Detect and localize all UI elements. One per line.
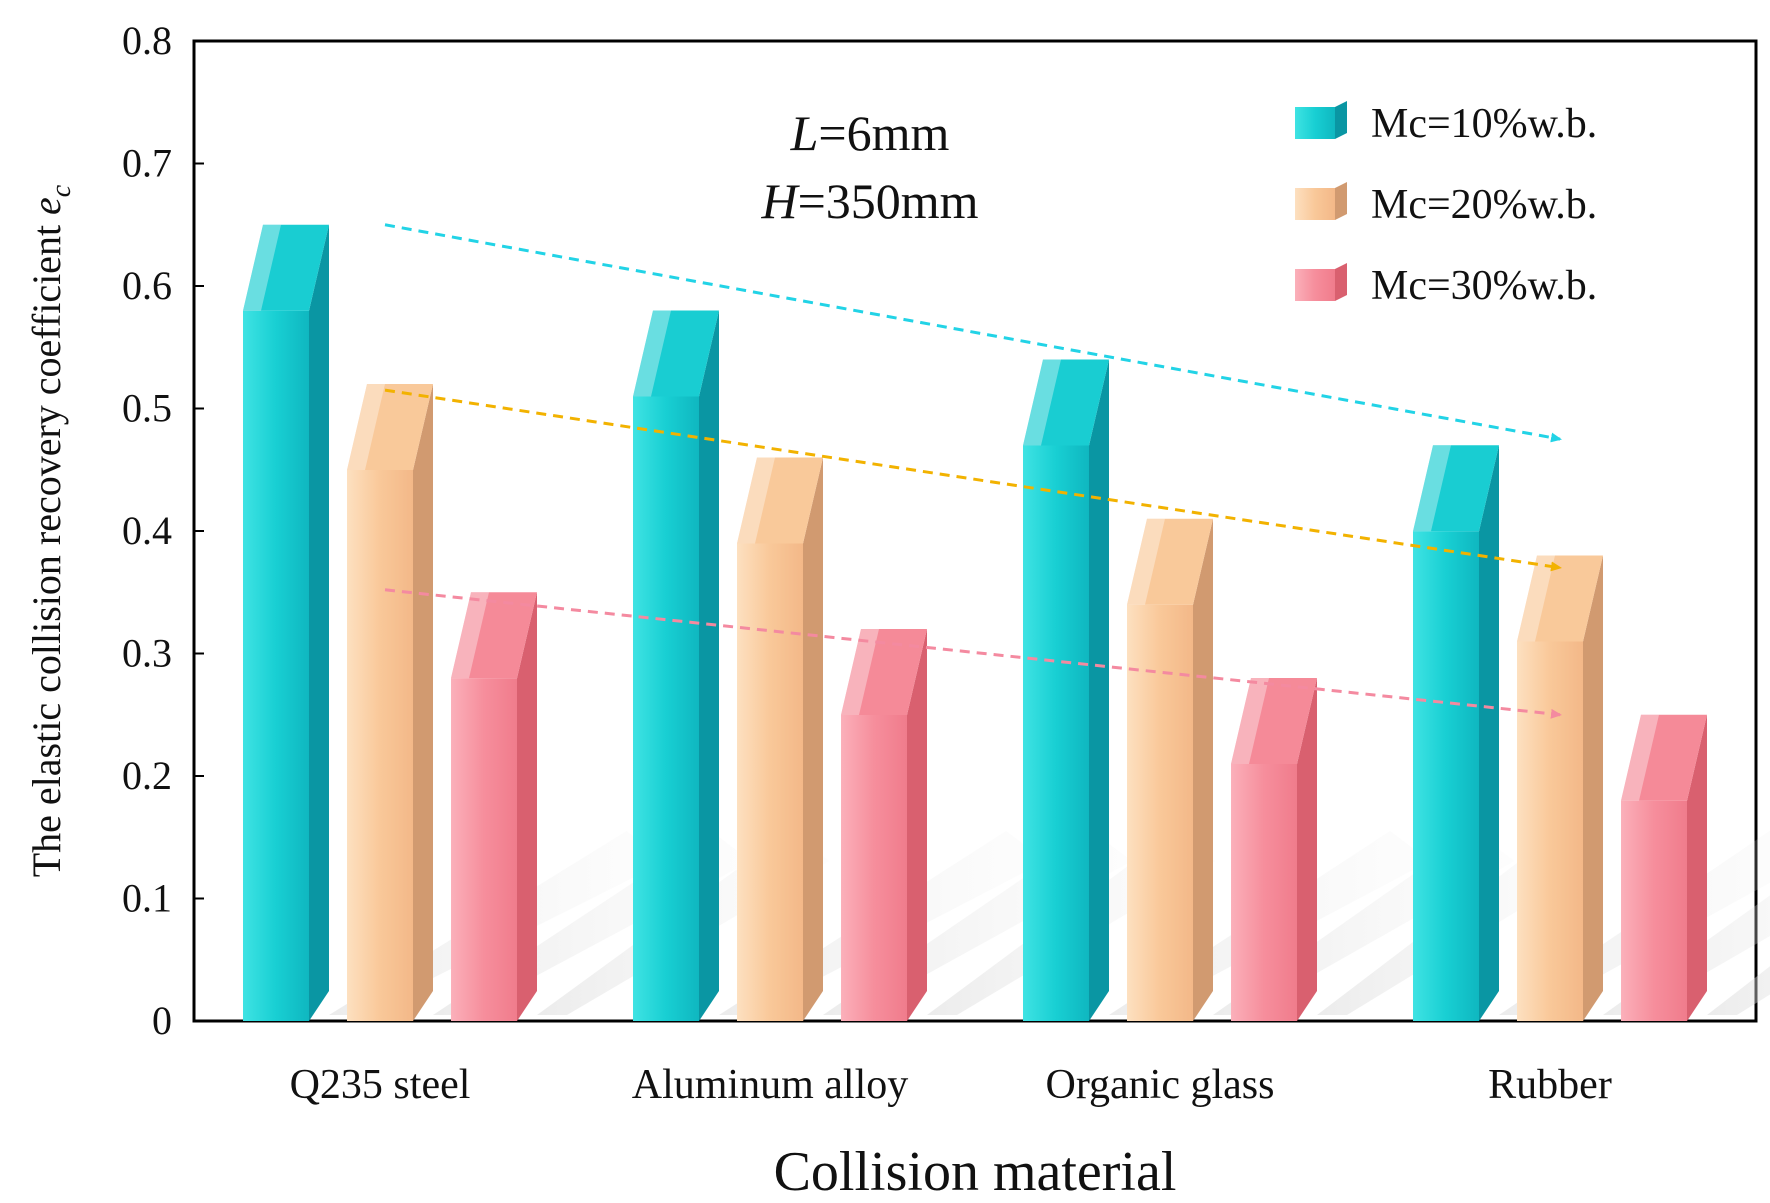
bar-top-face (1517, 555, 1603, 642)
category-label: Q235 steel (290, 1062, 471, 1108)
bar-highlight (451, 592, 489, 679)
trend-arrow (384, 588, 1562, 719)
legend-swatch-side (1335, 263, 1347, 301)
bar-front-face (1517, 641, 1583, 1021)
bar-front-face (1127, 604, 1193, 1021)
bar-front-face (243, 310, 309, 1021)
bar-side-face (1089, 359, 1109, 1021)
bar-top-face (1127, 518, 1213, 605)
bar-highlight (347, 384, 385, 470)
bar-front-face (737, 543, 803, 1021)
bar-side-face (1583, 555, 1603, 1021)
bar-highlight (1413, 445, 1451, 532)
bar (841, 629, 927, 1021)
bar (1127, 518, 1213, 1021)
bar (347, 384, 433, 1021)
bar-top-face (737, 457, 823, 544)
bar (1023, 359, 1109, 1021)
y-axis-ticks: 0 0.1 0.2 0.3 0.4 0.5 0.6 0.7 0.8 (122, 18, 204, 1043)
y-tick-label: 0.5 (122, 386, 172, 431)
bar-front-face (451, 678, 517, 1021)
bar-highlight (1023, 359, 1061, 446)
bar-front-face (633, 396, 699, 1021)
bar-side-face (517, 592, 537, 1021)
bar-front-face (841, 715, 907, 1021)
trend-arrows (384, 223, 1562, 719)
y-tick-label: 0.4 (122, 508, 172, 553)
bar-top-face (1231, 678, 1317, 764)
bar-top-face (243, 224, 329, 311)
bar-highlight (1621, 714, 1659, 801)
bar-side-face (803, 457, 823, 1021)
bar-highlight (737, 457, 775, 544)
bar-front-face (1621, 800, 1687, 1021)
x-axis-tick-labels: Q235 steel Aluminum alloy Organic glass Rub… (290, 1062, 1612, 1108)
bar-side-face (699, 310, 719, 1021)
category-label: Aluminum alloy (632, 1062, 909, 1108)
annotation-line1: L=6mm (790, 105, 950, 161)
bar-highlight (1517, 555, 1555, 642)
bar-highlight (633, 310, 671, 397)
bar (1621, 714, 1707, 1021)
legend-label: Mc=20%w.b. (1371, 182, 1597, 228)
bar-highlight (243, 224, 281, 311)
bar-top-face (1621, 714, 1707, 801)
bar-side-face (413, 384, 433, 1021)
legend-label: Mc=10%w.b. (1371, 101, 1597, 147)
y-axis-title: The elastic collision recovery coefficie… (24, 184, 77, 877)
bar-top-face (1413, 445, 1499, 532)
bar-highlight (1127, 518, 1165, 605)
bar-top-face (841, 629, 927, 715)
y-tick-label: 0.6 (122, 263, 172, 308)
bar (451, 592, 537, 1021)
legend-swatch-side (1335, 182, 1347, 220)
bar (1413, 445, 1499, 1021)
y-tick-label: 0.3 (122, 631, 172, 676)
category-label: Rubber (1488, 1062, 1612, 1108)
bar-top-face (451, 592, 537, 679)
bar (633, 310, 719, 1021)
legend-swatch (1295, 107, 1335, 139)
bar-front-face (1023, 445, 1089, 1021)
bar-highlight (1231, 678, 1269, 764)
bar-side-face (1479, 445, 1499, 1021)
annotation-line2: H=350mm (760, 173, 978, 229)
bar-side-face (1297, 678, 1317, 1021)
bar-side-face (1193, 518, 1213, 1021)
bar (243, 224, 329, 1021)
bar-top-face (347, 384, 433, 470)
bar (1517, 555, 1603, 1021)
bar-highlight (841, 629, 879, 715)
x-axis-title: Collision material (774, 1141, 1177, 1203)
y-tick-label: 0.1 (122, 876, 172, 921)
legend: Mc=10%w.b. Mc=20%w.b. Mc=30%w.b. (1295, 101, 1597, 309)
y-tick-label: 0.8 (122, 18, 172, 63)
trend-arrow (384, 223, 1562, 443)
legend-swatch (1295, 269, 1335, 301)
bar-shadow (1707, 966, 1770, 1015)
bar-shadow (1603, 895, 1770, 1015)
legend-label: Mc=30%w.b. (1371, 263, 1597, 309)
bar-top-face (1023, 359, 1109, 446)
bar-front-face (347, 470, 413, 1021)
bar-front-face (1413, 531, 1479, 1021)
bar-series (243, 224, 1707, 1021)
legend-swatch (1295, 188, 1335, 220)
bar (737, 457, 823, 1021)
y-tick-label: 0 (152, 998, 172, 1043)
bar-side-face (1687, 714, 1707, 1021)
bar-side-face (309, 224, 329, 1021)
bar-side-face (907, 629, 927, 1021)
bar-front-face (1231, 764, 1297, 1021)
category-label: Organic glass (1045, 1062, 1274, 1108)
trend-arrow (384, 388, 1562, 572)
legend-swatch-side (1335, 101, 1347, 139)
bar-top-face (633, 310, 719, 397)
y-tick-label: 0.2 (122, 753, 172, 798)
bar (1231, 678, 1317, 1021)
y-tick-label: 0.7 (122, 141, 172, 186)
